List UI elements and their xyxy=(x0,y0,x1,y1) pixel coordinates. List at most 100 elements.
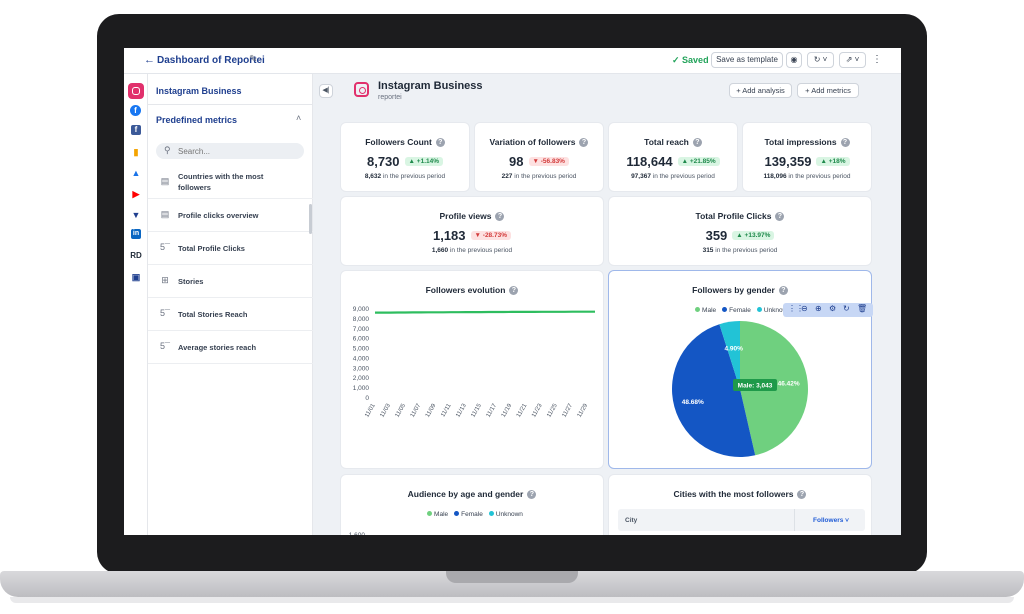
google-analytics-icon[interactable]: ▮ xyxy=(133,147,139,157)
help-icon[interactable]: ? xyxy=(797,490,807,499)
column-followers-label: Followers xyxy=(813,517,844,524)
facebook-pages-icon[interactable]: f xyxy=(131,125,141,135)
help-icon[interactable]: ? xyxy=(509,286,519,295)
app-screen: ← Dashboard of Reportei ✎ ✓ Saved Save a… xyxy=(124,48,901,535)
x-tick-label: 11/01 xyxy=(364,402,377,418)
rd-station-icon[interactable]: RD xyxy=(130,251,142,260)
facebook-icon[interactable]: f xyxy=(130,105,141,116)
export-icon: ⇗ xyxy=(845,55,853,64)
kpi-value-row: 139,359 ▲ +18% xyxy=(743,154,871,169)
saved-status: ✓ Saved xyxy=(672,55,709,65)
followers-evolution-card[interactable]: Followers evolution? 0 1,000 2,000 3,000 4,0… xyxy=(340,270,604,469)
kpi-card[interactable]: Total impressions? 139,359 ▲ +18% 118,096 i… xyxy=(742,122,872,192)
slice-label: 4.90% xyxy=(725,346,744,353)
instagram-icon[interactable] xyxy=(128,83,144,99)
arrow-up-icon: ▲ xyxy=(408,158,417,165)
add-metrics-button[interactable]: + Add metrics xyxy=(797,83,859,98)
scrollbar[interactable] xyxy=(309,204,312,234)
search-input[interactable] xyxy=(178,145,298,157)
report-icon[interactable]: ▣ xyxy=(131,272,141,282)
kpi-value-row: 359 ▲ +13.97% xyxy=(609,228,871,243)
previous-label: in the previous period xyxy=(715,247,778,254)
pencil-icon[interactable]: ✎ xyxy=(249,54,258,65)
add-analysis-button[interactable]: + Add analysis xyxy=(729,83,792,98)
x-tick-label: 11/17 xyxy=(486,402,499,418)
zoom-out-icon[interactable]: ⊖ xyxy=(801,304,808,313)
series-line[interactable] xyxy=(375,310,595,314)
card-title: Audience by age and gender? xyxy=(341,489,603,499)
help-icon[interactable]: ? xyxy=(527,490,537,499)
pie-slice[interactable] xyxy=(672,324,756,457)
sidebar-metric-item[interactable]: 5¯ Total Profile Clicks xyxy=(148,232,313,265)
column-followers[interactable]: Followers ˅ xyxy=(813,517,849,524)
kebab-menu-icon[interactable]: ⋮ xyxy=(872,54,882,65)
sidebar-metric-item[interactable]: ▤ Profile clicks overview xyxy=(148,199,313,232)
column-city[interactable]: City xyxy=(625,517,638,524)
youtube-icon[interactable]: ▶ xyxy=(132,189,140,199)
kpi-card[interactable]: Profile views? 1,183 ▼ -28.73% 1,660 in the… xyxy=(340,196,604,266)
kpi-card[interactable]: Followers Count? 8,730 ▲ +1.14% 8,632 in th… xyxy=(340,122,470,192)
dashboard-title[interactable]: Dashboard of Reportei xyxy=(157,55,265,66)
kpi-card[interactable]: Total reach? 118,644 ▲ +21.85% 97,367 in th… xyxy=(608,122,738,192)
x-tick-label: 11/11 xyxy=(440,402,453,418)
kpi-title-text: Total reach xyxy=(644,137,689,147)
x-tick-label: 11/27 xyxy=(561,402,574,418)
card-title: Followers evolution? xyxy=(341,285,603,295)
save-as-template-button[interactable]: Save as template xyxy=(711,52,783,68)
google-ads-icon[interactable]: ▲ xyxy=(131,168,141,178)
y-tick-label: 1,000 xyxy=(353,385,370,392)
eye-icon: ◉ xyxy=(790,55,798,64)
chart-toolbar: ⋮⋮ ⊖ ⊕ ⚙ ↻ 🗑 xyxy=(783,303,873,317)
kpi-title: Followers Count? xyxy=(341,137,469,147)
share-dropdown-button[interactable]: ↻ ˅ xyxy=(807,52,834,68)
drag-handle-icon[interactable]: ⋮⋮ xyxy=(788,304,804,313)
table-icon: ▤ xyxy=(160,176,170,186)
sidebar-metric-item[interactable]: 5¯ Total Stories Reach xyxy=(148,298,313,331)
previous-label: in the previous period xyxy=(449,247,513,254)
kpi-card[interactable]: Total Profile Clicks? 359 ▲ +13.97% 315 in … xyxy=(608,196,872,266)
help-icon[interactable]: ? xyxy=(840,138,850,147)
card-title: Followers by gender? xyxy=(609,285,871,295)
export-dropdown-button[interactable]: ⇗ ˅ xyxy=(839,52,866,68)
preview-button[interactable]: ◉ xyxy=(786,52,802,68)
kpi-value-row: 1,183 ▼ -28.73% xyxy=(341,228,603,243)
kpi-card[interactable]: Variation of followers? 98 ▼ -56.83% 227 in… xyxy=(474,122,604,192)
change-value: +21.85% xyxy=(689,158,716,165)
collapse-panel-button[interactable]: ◀| xyxy=(319,84,333,98)
help-icon[interactable]: ? xyxy=(692,138,702,147)
help-icon[interactable]: ? xyxy=(579,138,589,147)
previous-period: 118,096 in the previous period xyxy=(743,173,871,180)
previous-period: 97,367 in the previous period xyxy=(609,173,737,180)
refresh-icon[interactable]: ↻ xyxy=(843,304,850,313)
linkedin-icon[interactable]: in xyxy=(131,229,141,239)
card-title-text: Followers evolution xyxy=(425,285,506,295)
y-tick-label: 0 xyxy=(365,395,369,402)
followers-by-gender-card[interactable]: Followers by gender? Male Female Unknown 4… xyxy=(608,270,872,469)
zoom-in-icon[interactable]: ⊕ xyxy=(815,304,822,313)
arrow-down-icon: ▼ xyxy=(532,158,541,165)
kpi-value: 118,644 xyxy=(626,154,673,169)
cities-card[interactable]: Cities with the most followers? City Fol… xyxy=(608,474,872,535)
change-badge: ▲ +1.14% xyxy=(404,157,444,166)
help-icon[interactable]: ? xyxy=(435,138,445,147)
change-value: +13.97% xyxy=(744,232,771,239)
email-marketing-icon[interactable]: ▼ xyxy=(131,210,141,220)
sidebar-metric-item[interactable]: ⊞ Stories xyxy=(148,265,313,298)
audience-age-gender-card[interactable]: Audience by age and gender? Male Female Un… xyxy=(340,474,604,535)
back-arrow-icon[interactable]: ← xyxy=(144,54,155,66)
chevron-up-icon[interactable]: ˄ xyxy=(296,113,302,123)
sidebar-metric-item[interactable]: 5¯ Average stories reach xyxy=(148,331,313,364)
predefined-metrics-toggle[interactable]: Predefined metrics xyxy=(156,115,238,125)
sidebar-metric-label: Total Profile Clicks xyxy=(178,244,245,253)
sidebar-metric-label: Profile clicks overview xyxy=(178,211,259,220)
help-icon[interactable]: ? xyxy=(495,212,505,221)
settings-icon[interactable]: ⚙ xyxy=(829,304,837,313)
trash-icon[interactable]: 🗑 xyxy=(857,304,868,313)
legend-dot xyxy=(695,307,701,312)
kpi-title-text: Variation of followers xyxy=(489,137,576,147)
card-title-text: Cities with the most followers xyxy=(673,489,794,499)
pie-slice[interactable] xyxy=(719,321,740,389)
help-icon[interactable]: ? xyxy=(778,286,788,295)
help-icon[interactable]: ? xyxy=(775,212,785,221)
sidebar-metric-item[interactable]: ▤ Countries with the most followers xyxy=(148,166,313,199)
